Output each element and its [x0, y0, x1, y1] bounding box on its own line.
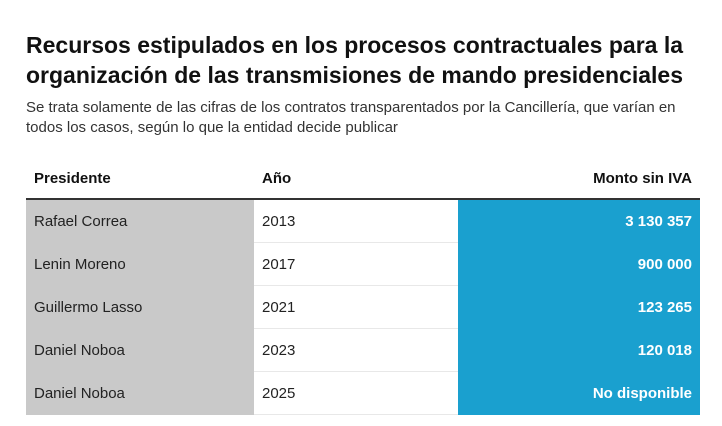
column-header-president: Presidente — [26, 158, 254, 200]
cell-amount: 900 000 — [458, 242, 700, 286]
cell-year: 2023 — [254, 328, 458, 372]
table-row: Daniel Noboa 2023 120 018 — [26, 328, 700, 372]
cell-amount: No disponible — [458, 371, 700, 415]
cell-president: Daniel Noboa — [26, 371, 254, 415]
cell-president: Rafael Correa — [26, 199, 254, 243]
table-row: Lenin Moreno 2017 900 000 — [26, 242, 700, 286]
cell-year: 2017 — [254, 242, 458, 286]
table-header-row: Presidente Año Monto sin IVA — [26, 158, 700, 200]
table-row: Daniel Noboa 2025 No disponible — [26, 371, 700, 415]
chart-title: Recursos estipulados en los procesos con… — [26, 32, 684, 88]
cell-amount: 123 265 — [458, 285, 700, 329]
column-header-year: Año — [254, 158, 458, 200]
cell-president: Daniel Noboa — [26, 328, 254, 372]
cell-president: Guillermo Lasso — [26, 285, 254, 329]
data-table: Presidente Año Monto sin IVA Rafael Corr… — [26, 158, 700, 415]
cell-president: Lenin Moreno — [26, 242, 254, 286]
column-header-amount: Monto sin IVA — [458, 158, 700, 200]
cell-year: 2025 — [254, 371, 458, 415]
cell-year: 2021 — [254, 285, 458, 329]
cell-amount: 3 130 357 — [458, 199, 700, 243]
cell-year: 2013 — [254, 199, 458, 243]
chart-subtitle: Se trata solamente de las cifras de los … — [26, 99, 676, 136]
cell-amount: 120 018 — [458, 328, 700, 372]
table-row: Guillermo Lasso 2021 123 265 — [26, 285, 700, 329]
table-row: Rafael Correa 2013 3 130 357 — [26, 199, 700, 243]
